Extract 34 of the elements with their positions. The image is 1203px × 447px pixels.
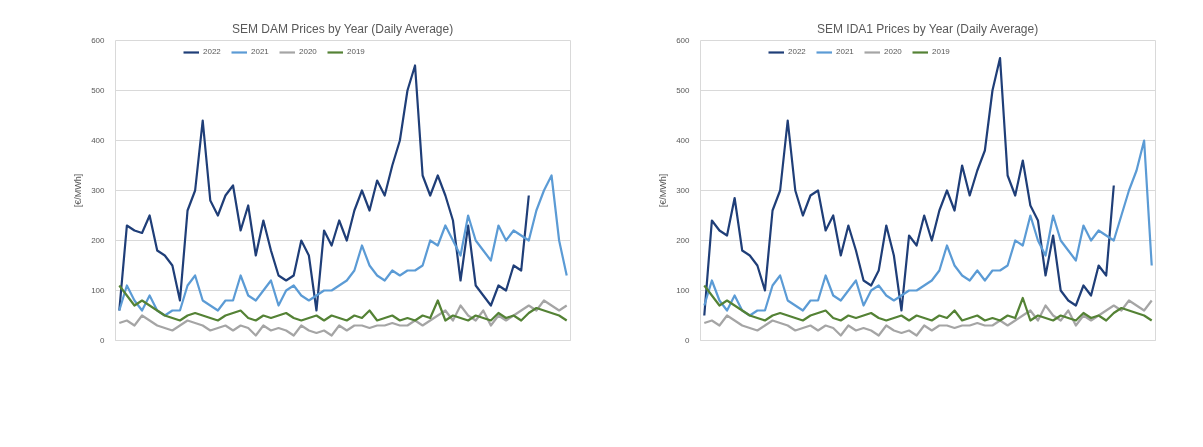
y-tick-label: 400 — [91, 136, 106, 145]
y-tick-label: 300 — [676, 186, 691, 195]
y-axis-title: [€/MWh] — [658, 173, 669, 208]
y-tick-label: 600 — [676, 36, 691, 45]
legend-label: 2020 — [884, 47, 903, 56]
line-series — [118, 284, 568, 322]
line-series — [703, 284, 1153, 322]
legend-label: 2021 — [251, 47, 270, 56]
line-series — [118, 174, 568, 317]
legend-label: 2020 — [299, 47, 318, 56]
line-series — [118, 64, 530, 312]
y-axis-title: [€/MWh] — [73, 173, 84, 208]
line-series — [118, 299, 568, 337]
legend-label: 2021 — [836, 47, 855, 56]
y-tick-label: 500 — [91, 86, 106, 95]
legend-label: 2019 — [932, 47, 951, 56]
y-tick-label: 600 — [91, 36, 106, 45]
y-tick-label: 300 — [91, 186, 106, 195]
y-tick-label: 200 — [91, 236, 106, 245]
y-tick-label: 0 — [100, 336, 106, 345]
chart-title: SEM DAM Prices by Year (Daily Average) — [231, 21, 454, 36]
y-tick-label: 500 — [676, 86, 691, 95]
y-tick-label: 400 — [676, 136, 691, 145]
y-tick-label: 100 — [91, 286, 106, 295]
legend-label: 2019 — [347, 47, 366, 56]
chart-title: SEM IDA1 Prices by Year (Daily Average) — [816, 21, 1039, 36]
line-series — [703, 299, 1153, 337]
legend-label: 2022 — [788, 47, 807, 56]
legend-label: 2022 — [203, 47, 222, 56]
line-series — [703, 139, 1153, 317]
line-series — [703, 56, 1115, 317]
y-tick-label: 0 — [685, 336, 691, 345]
y-tick-label: 200 — [676, 236, 691, 245]
y-tick-label: 100 — [676, 286, 691, 295]
